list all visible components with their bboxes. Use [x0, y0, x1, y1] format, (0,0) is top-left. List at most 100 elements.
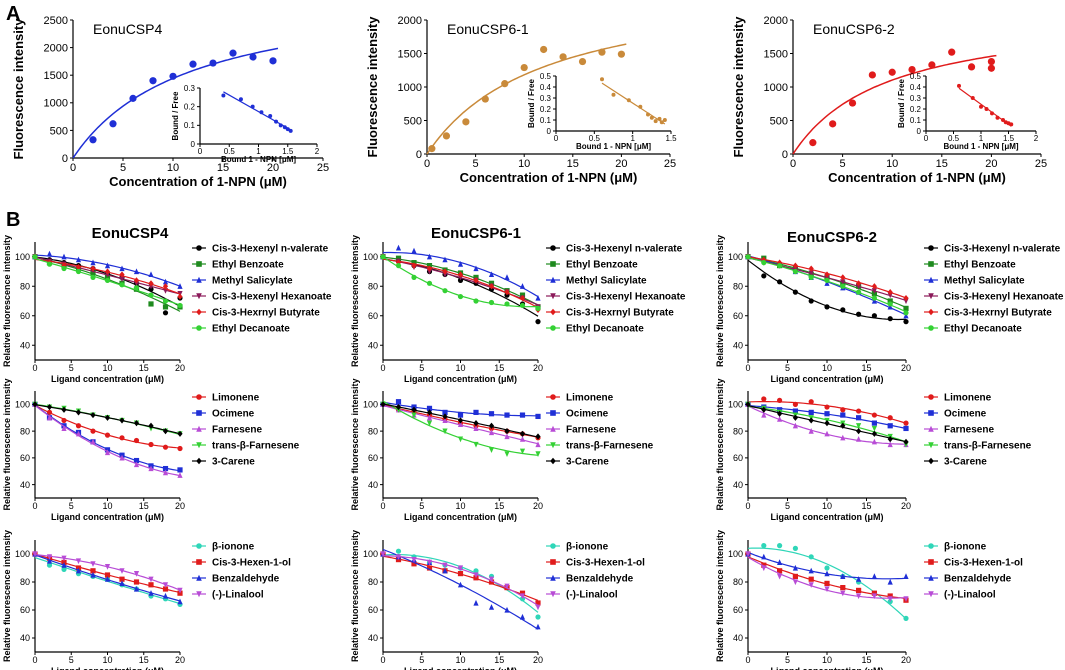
data-point [840, 407, 846, 413]
x-tick-label: 20 [175, 363, 185, 373]
legend-marker [928, 276, 934, 283]
data-point [871, 288, 877, 294]
y-tick-label: 60 [733, 453, 743, 463]
legend-label: (-)-Linalool [944, 590, 996, 601]
data-point [442, 409, 448, 415]
data-point [442, 417, 448, 424]
y-axis-label: Relative fluorescence intensity [350, 530, 360, 662]
data-point [535, 413, 541, 420]
data-point [46, 250, 53, 257]
y-tick-label: 60 [368, 453, 378, 463]
y-tick-label: 100 [363, 400, 378, 410]
x-tick-label: 0 [924, 134, 929, 143]
legend-label: trans-β-Farnesene [212, 441, 300, 452]
legend-marker [196, 457, 202, 465]
chart-title: EonuCSP6-2 [813, 21, 895, 37]
data-point [61, 425, 67, 432]
data-point [488, 604, 495, 610]
legend-label: Farnesene [566, 425, 616, 436]
series: Ethyl Decanoate [380, 254, 644, 335]
x-tick-label: 20 [175, 655, 185, 665]
legend-marker [928, 442, 934, 449]
inset-point [653, 119, 658, 124]
data-point [856, 311, 862, 317]
legend-marker [928, 574, 934, 581]
inset-point [278, 123, 283, 128]
data-point [481, 95, 489, 103]
y-tick-label: 0.2 [184, 102, 196, 111]
data-point [177, 302, 183, 309]
data-point [745, 401, 751, 408]
data-point [761, 396, 767, 402]
data-point [887, 298, 893, 304]
chart-title: EonuCSP6-2 [787, 229, 877, 246]
y-tick-label: 1500 [764, 48, 788, 60]
legend-label: Methyl Salicylate [566, 276, 647, 287]
x-tick-label: 1.5 [282, 147, 294, 156]
y-axis-label: Relative fluorescence intensity [2, 530, 12, 662]
x-axis-label: Ligand concentration (μM) [51, 374, 164, 384]
data-point [457, 261, 464, 267]
data-point [426, 280, 433, 286]
data-point [745, 551, 751, 558]
x-tick-label: 20 [615, 158, 627, 170]
inset-point [995, 115, 1000, 120]
x-tick-label: 0 [32, 655, 37, 665]
data-point [777, 573, 783, 580]
x-tick-label: 5 [419, 501, 424, 511]
data-point [840, 307, 846, 313]
fit-curve [792, 54, 997, 155]
legend-marker [550, 457, 556, 465]
inset-x-label: Bound 1 - NPN [μM] [221, 155, 296, 164]
x-tick-label: 15 [494, 501, 504, 511]
data-point [777, 568, 783, 574]
data-point [488, 271, 495, 278]
inset-point [657, 116, 662, 121]
legend-label: Methyl Salicylate [212, 276, 293, 287]
inset-point [646, 112, 650, 117]
legend-marker [928, 325, 934, 331]
data-point [395, 244, 402, 251]
data-point [777, 397, 783, 403]
data-point [903, 425, 909, 432]
data-point [148, 441, 154, 448]
data-point [61, 566, 67, 573]
inset-point [250, 104, 255, 109]
x-axis-label: Ligand concentration (μM) [770, 666, 883, 670]
y-tick-label: 0.2 [910, 105, 922, 114]
data-point [148, 280, 154, 287]
data-point [761, 273, 767, 279]
data-point [442, 271, 448, 278]
x-tick-label: 0 [380, 363, 385, 373]
data-point [119, 265, 125, 272]
data-point [808, 567, 814, 574]
x-tick-label: 0 [745, 501, 750, 511]
y-tick-label: 80 [368, 577, 378, 587]
x-tick-label: 5 [840, 158, 846, 170]
y-tick-label: 40 [368, 480, 378, 490]
data-point [162, 298, 169, 304]
legend-label: Limonene [566, 393, 614, 404]
data-point [856, 428, 862, 435]
data-point [90, 411, 96, 419]
data-point [887, 292, 893, 299]
series-fit-line [382, 258, 539, 317]
data-point [792, 401, 799, 407]
data-point [428, 145, 436, 153]
data-point [133, 437, 140, 444]
legend-marker [928, 245, 934, 251]
x-tick-label: 5 [785, 363, 790, 373]
data-point [519, 302, 526, 309]
legend-label: Farnesene [944, 425, 994, 436]
data-point [792, 289, 799, 295]
data-point [761, 411, 767, 418]
data-point [395, 255, 402, 261]
data-point [148, 465, 154, 472]
inset-point [274, 119, 279, 124]
data-point [504, 301, 510, 307]
chart-title: EonuCSP4 [92, 225, 169, 242]
x-tick-label: 5 [473, 158, 479, 170]
data-point [426, 405, 433, 411]
legend-marker [550, 410, 556, 416]
legend-label: Limonene [944, 393, 992, 404]
